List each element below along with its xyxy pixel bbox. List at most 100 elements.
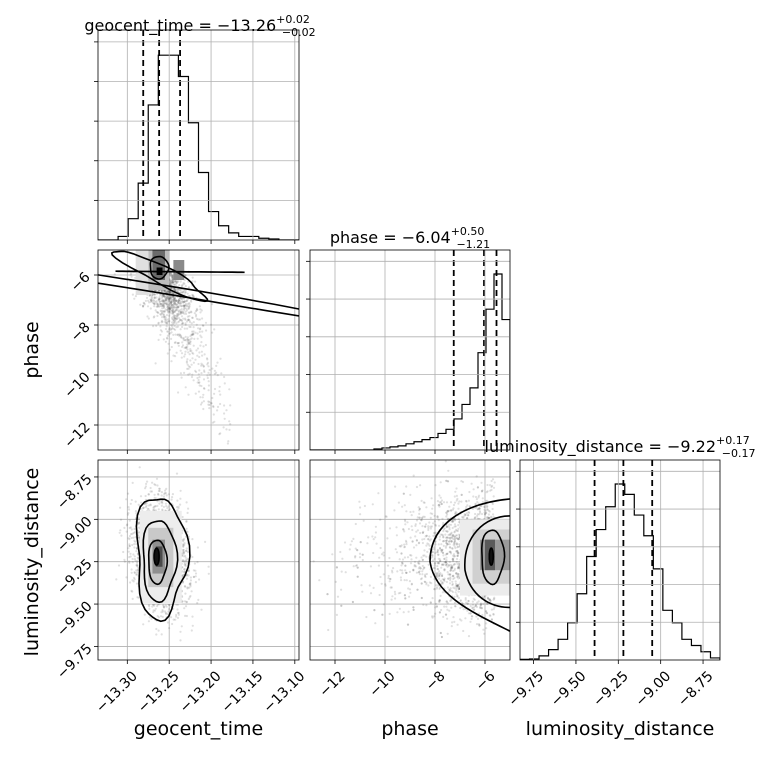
scatter-point bbox=[161, 501, 163, 503]
scatter-point bbox=[189, 353, 191, 355]
scatter-point bbox=[166, 494, 168, 496]
scatter-point bbox=[215, 365, 217, 367]
scatter-point bbox=[182, 322, 184, 324]
scatter-point bbox=[197, 338, 199, 340]
scatter-point bbox=[132, 598, 134, 600]
scatter-points bbox=[114, 269, 274, 492]
scatter-point bbox=[404, 504, 406, 506]
scatter-point bbox=[182, 344, 184, 346]
scatter-point bbox=[207, 372, 209, 374]
scatter-point bbox=[199, 384, 201, 386]
scatter-point bbox=[184, 353, 186, 355]
scatter-point bbox=[125, 498, 127, 500]
scatter-point bbox=[180, 490, 182, 492]
scatter-point bbox=[216, 362, 218, 364]
scatter-point bbox=[331, 553, 333, 555]
scatter-point bbox=[150, 301, 152, 303]
scatter-point bbox=[165, 604, 167, 606]
scatter-point bbox=[438, 519, 440, 521]
scatter-point bbox=[486, 484, 488, 486]
scatter-point bbox=[454, 602, 456, 604]
scatter-point bbox=[156, 484, 158, 486]
scatter-point bbox=[386, 537, 388, 539]
scatter-point bbox=[451, 625, 453, 627]
scatter-point bbox=[175, 614, 177, 616]
scatter-point bbox=[460, 501, 462, 503]
scatter-point bbox=[183, 282, 185, 284]
scatter-point bbox=[389, 527, 391, 529]
scatter-point bbox=[176, 473, 178, 475]
scatter-point bbox=[148, 620, 150, 622]
scatter-point bbox=[154, 484, 156, 486]
scatter-point bbox=[444, 534, 446, 536]
scatter-point bbox=[207, 400, 209, 402]
scatter-point bbox=[168, 608, 170, 610]
scatter-point bbox=[165, 492, 167, 494]
scatter-point bbox=[228, 388, 230, 390]
scatter-point bbox=[130, 533, 132, 535]
scatter-point bbox=[363, 520, 365, 522]
scatter-point bbox=[483, 633, 485, 635]
scatter-point bbox=[443, 545, 445, 547]
scatter-point bbox=[425, 506, 427, 508]
scatter-point bbox=[169, 307, 171, 309]
scatter-point bbox=[161, 491, 163, 493]
scatter-point bbox=[213, 328, 215, 330]
scatter-point bbox=[194, 281, 196, 283]
scatter-point bbox=[476, 498, 478, 500]
scatter-point bbox=[223, 412, 225, 414]
scatter-point bbox=[432, 535, 434, 537]
scatter-point bbox=[190, 576, 192, 578]
scatter-point bbox=[184, 585, 186, 587]
scatter-point bbox=[208, 389, 210, 391]
scatter-point bbox=[378, 557, 380, 559]
contour-level-3 bbox=[116, 271, 245, 272]
scatter-point bbox=[472, 495, 474, 497]
scatter-point bbox=[216, 409, 218, 411]
scatter-point bbox=[199, 327, 201, 329]
scatter-point bbox=[449, 582, 451, 584]
scatter-point bbox=[127, 512, 129, 514]
scatter-point bbox=[186, 578, 188, 580]
scatter-point bbox=[410, 554, 412, 556]
scatter-point bbox=[155, 628, 157, 630]
scatter-point bbox=[133, 298, 135, 300]
scatter-point bbox=[381, 553, 383, 555]
scatter-point bbox=[185, 336, 187, 338]
scatter-point bbox=[181, 357, 183, 359]
scatter-point bbox=[211, 303, 213, 305]
scatter-point bbox=[184, 311, 186, 313]
scatter-point bbox=[442, 530, 444, 532]
scatter-point bbox=[225, 428, 227, 430]
scatter-point bbox=[191, 374, 193, 376]
scatter-point bbox=[372, 503, 374, 505]
scatter-point bbox=[163, 338, 165, 340]
scatter-point bbox=[359, 553, 361, 555]
scatter-point bbox=[193, 362, 195, 364]
scatter-point bbox=[414, 561, 416, 563]
scatter-point bbox=[200, 336, 202, 338]
scatter-point bbox=[168, 315, 170, 317]
scatter-point bbox=[402, 558, 404, 560]
scatter-point bbox=[119, 529, 121, 531]
scatter-point bbox=[164, 610, 166, 612]
scatter-point bbox=[455, 487, 457, 489]
scatter-point bbox=[493, 487, 495, 489]
scatter-point bbox=[350, 544, 352, 546]
scatter-point bbox=[159, 298, 161, 300]
scatter-point bbox=[184, 322, 186, 324]
scatter-point bbox=[493, 495, 495, 497]
scatter-point bbox=[466, 610, 468, 612]
scatter-point bbox=[493, 614, 495, 616]
scatter-point bbox=[187, 293, 189, 295]
scatter-point bbox=[115, 578, 117, 580]
scatter-point bbox=[416, 486, 418, 488]
scatter-point bbox=[438, 570, 440, 572]
scatter-point bbox=[211, 368, 213, 370]
scatter-point bbox=[170, 360, 172, 362]
scatter-point bbox=[170, 297, 172, 299]
scatter-point bbox=[129, 581, 131, 583]
scatter-point bbox=[132, 561, 134, 563]
scatter-point bbox=[456, 576, 458, 578]
scatter-point bbox=[179, 504, 181, 506]
